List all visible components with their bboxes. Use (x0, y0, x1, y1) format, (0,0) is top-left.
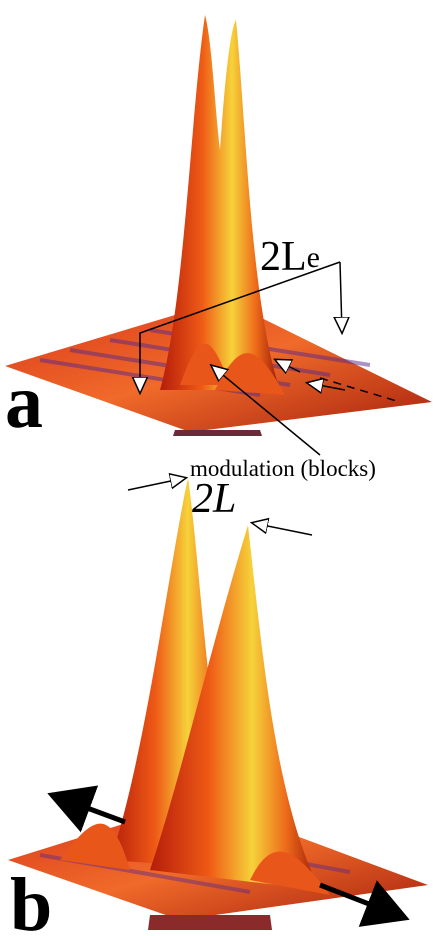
side-lobes (180, 343, 285, 395)
arrow (253, 523, 313, 536)
arrow (319, 880, 410, 927)
panel-b: b 2L (8, 476, 428, 936)
arrow (276, 360, 301, 372)
panel-label: b (10, 863, 52, 936)
peak (150, 525, 320, 890)
width-label-subscript: e (307, 241, 320, 274)
annotation: modulation (blocks) (190, 456, 376, 481)
panel-a: a 2Le modulation (blocks) (5, 15, 432, 481)
base-edge (173, 430, 262, 436)
arrow (127, 478, 185, 491)
width-label-main: 2L (260, 234, 307, 280)
panel-label: a (5, 360, 43, 444)
width-label: 2Le (260, 234, 320, 280)
arrow (47, 785, 126, 833)
arrow (212, 366, 321, 456)
side-lobes (60, 823, 330, 895)
bracket-left (140, 261, 341, 392)
base-edge (148, 915, 272, 930)
peaks (160, 15, 280, 390)
width-label: 2L (192, 476, 236, 522)
arrow (308, 383, 346, 390)
bracket-right (340, 261, 342, 332)
